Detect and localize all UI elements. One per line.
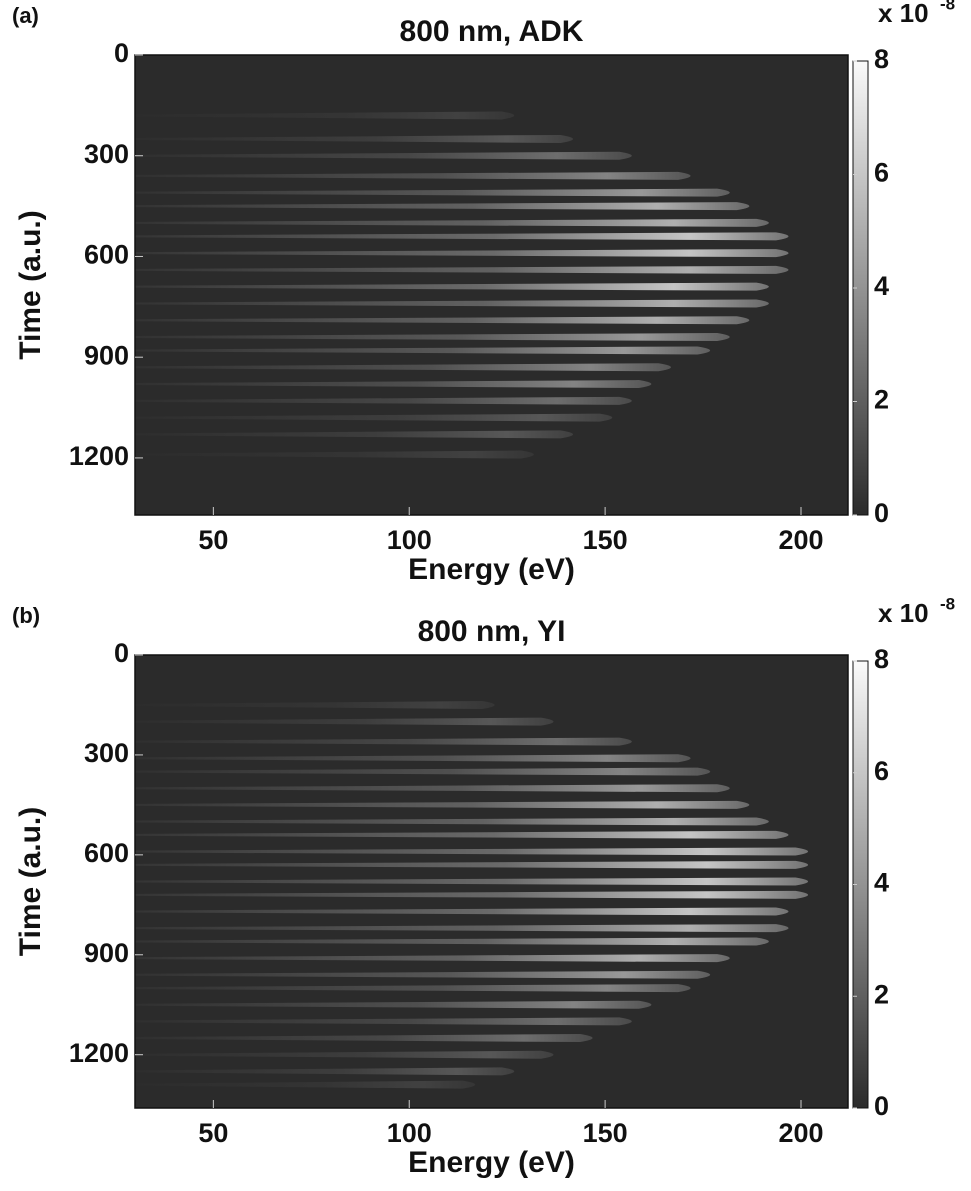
colorbar-tick-label: 4 — [874, 271, 889, 301]
streak — [135, 800, 750, 809]
streak — [135, 1067, 515, 1076]
streak — [135, 188, 730, 197]
streak — [135, 316, 750, 325]
streak — [135, 767, 711, 776]
y-tick-label: 900 — [84, 938, 129, 968]
colorbar-exponent: -8 — [940, 594, 955, 613]
streak — [135, 937, 769, 946]
colorbar-tick-label: 0 — [874, 1091, 889, 1121]
streak — [135, 218, 769, 227]
streak — [135, 1000, 652, 1009]
streak — [135, 984, 691, 993]
streak — [135, 380, 652, 389]
streak — [135, 860, 809, 869]
streak — [135, 346, 711, 355]
colorbar-tick-label: 8 — [874, 44, 889, 74]
colorbar-tick-label: 8 — [874, 644, 889, 674]
streak — [135, 924, 789, 933]
plot-frame — [134, 654, 849, 1109]
x-tick-label: 50 — [198, 525, 228, 555]
streak — [135, 970, 711, 979]
panel-label: (b) — [12, 603, 40, 628]
streak — [135, 282, 769, 291]
colorbar-exponent: -8 — [940, 0, 955, 13]
streak — [135, 249, 789, 258]
y-tick-label: 0 — [114, 38, 129, 68]
y-tick-label: 1200 — [69, 441, 129, 471]
streak — [135, 954, 730, 963]
x-tick-label: 150 — [583, 525, 628, 555]
x-axis-label: Energy (eV) — [408, 1146, 575, 1179]
streak — [135, 1080, 476, 1089]
streak — [135, 111, 515, 120]
y-tick-label: 1200 — [69, 1038, 129, 1068]
colorbar-tick-label: 6 — [874, 756, 889, 786]
colorbar-tick-label: 4 — [874, 868, 889, 898]
y-tick-label: 300 — [84, 139, 129, 169]
panel-label: (a) — [12, 3, 39, 28]
streak — [135, 817, 769, 826]
colorbar-tick-label: 0 — [874, 498, 889, 528]
y-tick-label: 300 — [84, 738, 129, 768]
y-tick-label: 900 — [84, 340, 129, 370]
streak — [135, 450, 534, 459]
colorbar-label: x 10 — [878, 0, 929, 28]
streak — [135, 202, 750, 211]
chart-title: 800 nm, YI — [418, 615, 566, 648]
colorbar-tick-label: 6 — [874, 158, 889, 188]
y-axis-label: Time (a.u.) — [14, 807, 47, 956]
streak — [135, 1017, 632, 1026]
streak — [135, 396, 632, 405]
streak — [135, 299, 769, 308]
y-axis-label: Time (a.u.) — [14, 210, 47, 359]
streak — [135, 430, 574, 439]
x-tick-label: 200 — [778, 1118, 823, 1148]
colorbar-tick-label: 2 — [874, 385, 889, 415]
streak — [135, 877, 809, 886]
streak — [135, 333, 730, 342]
streak — [135, 717, 554, 726]
y-tick-label: 600 — [84, 240, 129, 270]
x-tick-label: 200 — [778, 525, 823, 555]
streak — [135, 830, 789, 839]
streak — [135, 737, 632, 746]
streak — [135, 265, 789, 274]
streak — [135, 171, 691, 180]
streak — [135, 413, 613, 422]
streak — [135, 134, 574, 143]
streak — [135, 1034, 593, 1043]
x-tick-label: 100 — [387, 525, 432, 555]
chart-title: 800 nm, ADK — [400, 15, 584, 48]
streak — [135, 754, 691, 763]
streak — [135, 1050, 554, 1059]
streak — [135, 232, 789, 241]
streak — [135, 151, 632, 160]
x-tick-label: 100 — [387, 1118, 432, 1148]
streak — [135, 700, 495, 709]
streak — [135, 363, 671, 372]
y-tick-label: 600 — [84, 838, 129, 868]
streak — [135, 890, 809, 899]
x-axis-label: Energy (eV) — [408, 553, 575, 586]
streak — [135, 784, 730, 793]
streak — [135, 907, 789, 916]
y-tick-label: 0 — [114, 638, 129, 668]
streak — [135, 847, 809, 856]
x-tick-label: 50 — [198, 1118, 228, 1148]
colorbar-label: x 10 — [878, 598, 929, 628]
colorbar-tick-label: 2 — [874, 979, 889, 1009]
plot-frame — [134, 54, 849, 516]
x-tick-label: 150 — [583, 1118, 628, 1148]
